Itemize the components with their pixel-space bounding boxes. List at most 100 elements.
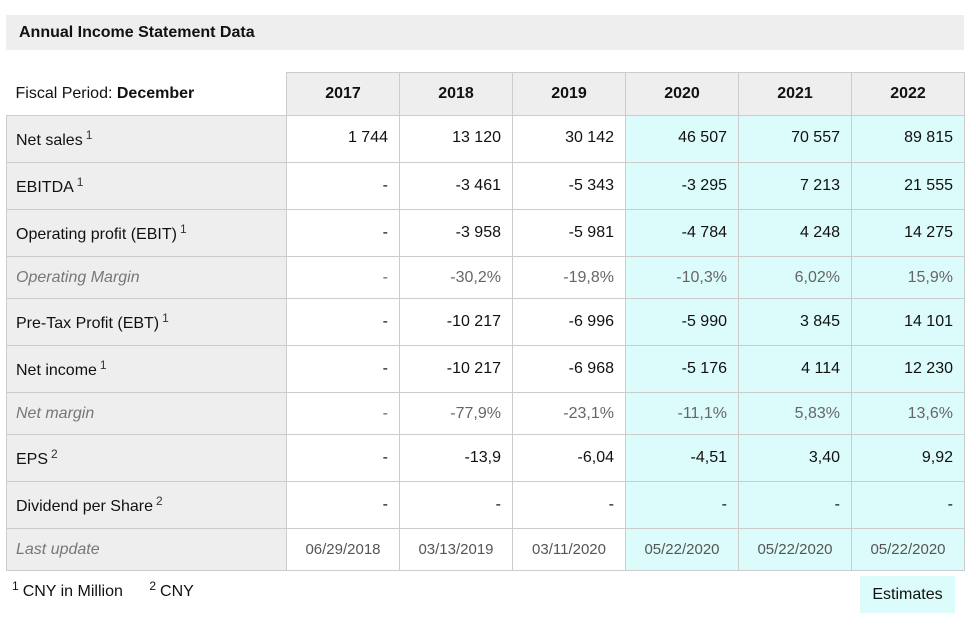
value-cell: -5 990 [625, 298, 739, 346]
year-header: 2019 [512, 72, 626, 116]
header-row: Fiscal Period: December 2017 2018 2019 2… [6, 72, 965, 116]
row-label-text: Dividend per Share [16, 498, 153, 515]
value-cell: 15,9% [851, 256, 965, 299]
year-header: 2017 [286, 72, 400, 116]
value-cell: - [738, 481, 852, 529]
row-label: Net margin [6, 392, 287, 435]
value-cell: 5,83% [738, 392, 852, 435]
value-cell: -23,1% [512, 392, 626, 435]
footnote-2: 2 CNY [149, 579, 194, 600]
year-header: 2018 [399, 72, 513, 116]
value-cell: 70 557 [738, 115, 852, 163]
value-cell: 13 120 [399, 115, 513, 163]
value-cell: -10 217 [399, 345, 513, 393]
footnote-ref: 1 [179, 222, 187, 236]
footnote-text: CNY [160, 583, 194, 600]
row-label-text: Operating profit (EBIT) [16, 226, 177, 243]
value-cell: 9,92 [851, 434, 965, 482]
value-cell: -4,51 [625, 434, 739, 482]
value-cell: -19,8% [512, 256, 626, 299]
row-label: Net income 1 [6, 345, 287, 393]
value-cell: 06/29/2018 [286, 528, 400, 571]
value-cell: - [286, 434, 400, 482]
value-cell: -10 217 [399, 298, 513, 346]
value-cell: - [851, 481, 965, 529]
row-label: Operating Margin [6, 256, 287, 299]
row-label: Operating profit (EBIT) 1 [6, 209, 287, 257]
table-row: Dividend per Share 2- - - - - - [6, 481, 965, 529]
table-row: Net margin - -77,9% -23,1% -11,1% 5,83% 13,6% [6, 392, 965, 435]
value-cell: -4 784 [625, 209, 739, 257]
value-cell: -11,1% [625, 392, 739, 435]
footnote-text: CNY in Million [22, 583, 123, 600]
value-cell: 05/22/2020 [738, 528, 852, 571]
year-header: 2020 [625, 72, 739, 116]
value-cell: -3 461 [399, 162, 513, 210]
footnote-mark: 2 [149, 579, 157, 593]
footnote-ref: 1 [162, 311, 169, 325]
fiscal-period-header: Fiscal Period: December [6, 72, 287, 116]
table-row: Net sales 1 1 744 13 120 30 142 46 507 70 557 8… [6, 115, 965, 163]
value-cell: - [625, 481, 739, 529]
value-cell: -77,9% [399, 392, 513, 435]
fiscal-period-label: Fiscal Period: [15, 84, 113, 102]
value-cell: 05/22/2020 [851, 528, 965, 571]
last-update-row: Last update 06/29/2018 03/13/2019 03/11/202… [6, 528, 965, 571]
table-row: Net income 1- -10 217 -6 968 -5 176 4 114 12 2… [6, 345, 965, 393]
table-row: Pre-Tax Profit (EBT) 1- -10 217 -6 996 -5 99… [6, 298, 965, 346]
value-cell: 4 248 [738, 209, 852, 257]
income-statement-table: Fiscal Period: December 2017 2018 2019 2… [6, 72, 965, 571]
value-cell: 14 275 [851, 209, 965, 257]
value-cell: 7 213 [738, 162, 852, 210]
row-label-text: EBITDA [16, 179, 74, 196]
footnote-1: 1 CNY in Million [12, 579, 123, 600]
value-cell: 12 230 [851, 345, 965, 393]
value-cell: - [286, 345, 400, 393]
value-cell: 89 815 [851, 115, 965, 163]
row-label: Pre-Tax Profit (EBT) 1 [6, 298, 287, 346]
value-cell: -6 968 [512, 345, 626, 393]
row-label: EBITDA 1 [6, 162, 287, 210]
value-cell: - [286, 298, 400, 346]
value-cell: - [286, 256, 400, 299]
value-cell: 3,40 [738, 434, 852, 482]
value-cell: - [286, 162, 400, 210]
value-cell: -3 295 [625, 162, 739, 210]
value-cell: 05/22/2020 [625, 528, 739, 571]
estimates-legend-badge: Estimates [860, 576, 955, 613]
value-cell: - [286, 481, 400, 529]
footnote-ref: 1 [85, 128, 93, 142]
row-label-text: Operating Margin [16, 268, 140, 286]
footnote-mark: 1 [12, 579, 19, 593]
row-label: Last update [6, 528, 287, 571]
value-cell: - [286, 392, 400, 435]
footnote-ref: 2 [51, 447, 58, 461]
fiscal-period-value: December [116, 84, 195, 102]
value-cell: 14 101 [851, 298, 965, 346]
value-cell: -30,2% [399, 256, 513, 299]
panel-title: Annual Income Statement Data [6, 15, 964, 50]
row-label-text: EPS [16, 451, 49, 468]
value-cell: -5 343 [512, 162, 626, 210]
value-cell: 13,6% [851, 392, 965, 435]
footnotes: 1 CNY in Million 2 CNY [12, 579, 194, 601]
value-cell: -13,9 [399, 434, 513, 482]
table-row: Operating profit (EBIT) 1- -3 958 -5 981 -4 … [6, 209, 965, 257]
table-row: EPS 2 - -13,9 -6,04 -4,51 3,40 9,92 [6, 434, 965, 482]
value-cell: - [512, 481, 626, 529]
row-label-text: Net sales [16, 132, 83, 149]
value-cell: -6,04 [512, 434, 626, 482]
value-cell: 30 142 [512, 115, 626, 163]
value-cell: 46 507 [625, 115, 739, 163]
value-cell: - [286, 209, 400, 257]
value-cell: -3 958 [399, 209, 513, 257]
value-cell: -6 996 [512, 298, 626, 346]
row-label-text: Pre-Tax Profit (EBT) [16, 315, 160, 332]
value-cell: - [399, 481, 513, 529]
year-header: 2022 [851, 72, 965, 116]
value-cell: 3 845 [738, 298, 852, 346]
footnote-ref: 2 [155, 494, 163, 508]
value-cell: -10,3% [625, 256, 739, 299]
value-cell: 6,02% [738, 256, 852, 299]
table-row: Operating Margin - -30,2% -19,8% -10,3% 6,02%… [6, 256, 965, 299]
